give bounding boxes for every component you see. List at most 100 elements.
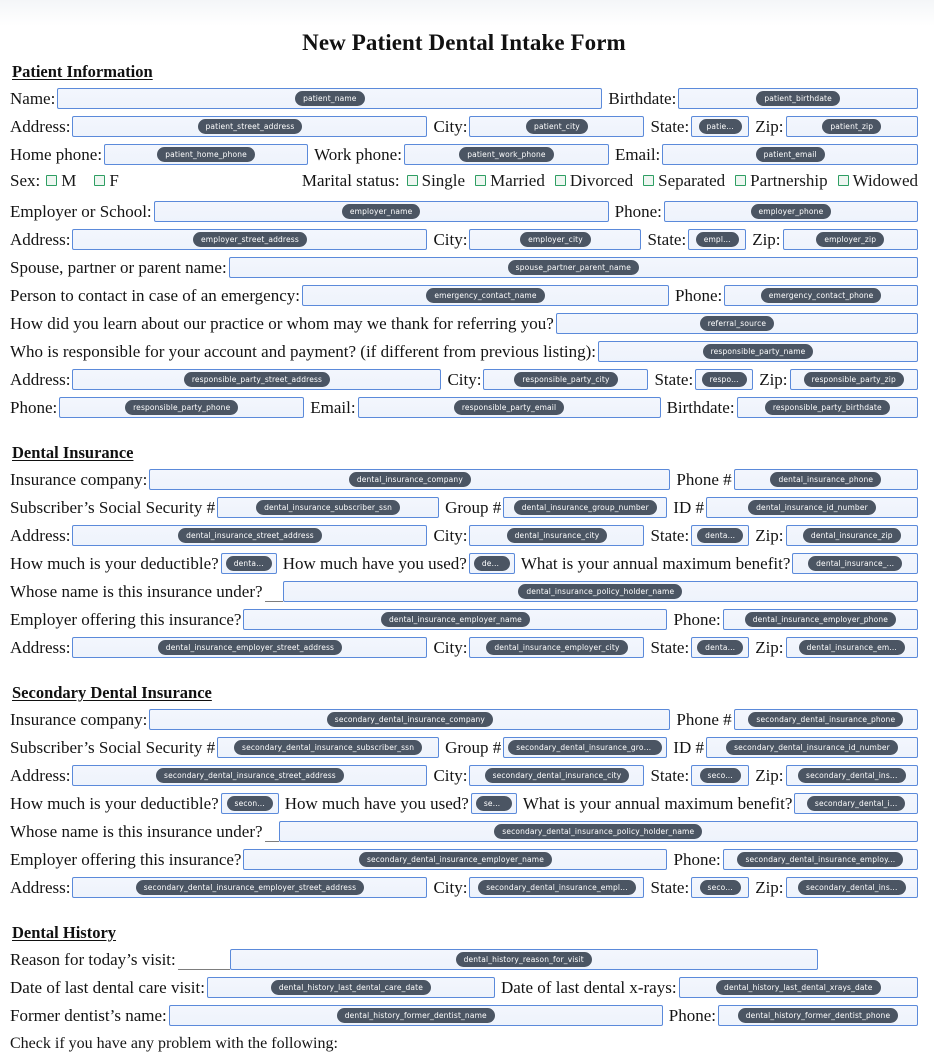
input-employer-street-address[interactable]: employer_street_address — [72, 229, 428, 250]
input-sdi-employer-city[interactable]: secondary_dental_insurance_empl... — [469, 877, 645, 898]
input-patient-name[interactable]: patient_name — [57, 88, 603, 109]
checkbox-marital-divorced[interactable]: Divorced — [554, 171, 633, 191]
input-emergency-contact-name[interactable]: emergency_contact_name — [302, 285, 669, 306]
label-di-state: State: — [650, 526, 690, 545]
input-responsible-party-city[interactable]: responsible_party_city — [483, 369, 649, 390]
input-sdi-employer-state[interactable]: seco... — [691, 877, 750, 898]
checkbox-sex-m[interactable]: M — [46, 171, 76, 191]
row-di-address: Address: dental_insurance_street_address… — [10, 521, 918, 546]
label-work-phone: Work phone: — [314, 145, 402, 164]
checkbox-sex-f[interactable]: F — [94, 171, 119, 191]
input-dh-former-dentist-name[interactable]: dental_history_former_dentist_name — [168, 1005, 663, 1026]
input-responsible-party-state[interactable]: respo... — [695, 369, 754, 390]
section-spacer — [10, 421, 918, 443]
checkbox-icon — [554, 174, 566, 186]
input-sdi-group-number[interactable]: secondary_dental_insurance_group... — [503, 737, 668, 758]
input-patient-street-address[interactable]: patient_street_address — [72, 116, 428, 137]
input-di-id-number[interactable]: dental_insurance_id_number — [705, 497, 918, 518]
label-birthdate: Birthdate: — [608, 89, 677, 108]
input-employer-state[interactable]: empl... — [688, 229, 747, 250]
input-patient-birthdate[interactable]: patient_birthdate — [678, 88, 918, 109]
input-di-employer-phone[interactable]: dental_insurance_employer_phone — [722, 609, 918, 630]
input-di-company[interactable]: dental_insurance_company — [149, 469, 671, 490]
label-sdi-policy-holder: Whose name is this insurance under? — [10, 822, 263, 841]
input-sdi-id-number[interactable]: secondary_dental_insurance_id_number — [705, 737, 918, 758]
input-sdi-employer-zip[interactable]: secondary_dental_ins... — [785, 877, 918, 898]
input-sdi-street-address[interactable]: secondary_dental_insurance_street_addres… — [72, 765, 428, 786]
label-sdi-group-hash: Group # — [445, 738, 502, 757]
input-di-employer-name[interactable]: dental_insurance_employer_name — [243, 609, 668, 630]
checkbox-marital-separated[interactable]: Separated — [643, 171, 725, 191]
input-di-employer-street-address[interactable]: dental_insurance_employer_street_address — [72, 637, 428, 658]
input-di-policy-holder-name[interactable]: dental_insurance_policy_holder_name — [282, 581, 918, 602]
input-responsible-party-street-address[interactable]: responsible_party_street_address — [72, 369, 442, 390]
input-di-city[interactable]: dental_insurance_city — [469, 525, 645, 546]
input-sdi-phone[interactable]: secondary_dental_insurance_phone — [733, 709, 918, 730]
label-sdi-state: State: — [650, 766, 690, 785]
input-sdi-used[interactable]: seco... — [470, 793, 517, 814]
input-sdi-subscriber-ssn[interactable]: secondary_dental_insurance_subscriber_ss… — [217, 737, 440, 758]
input-responsible-party-birthdate[interactable]: responsible_party_birthdate — [736, 397, 918, 418]
input-di-phone[interactable]: dental_insurance_phone — [733, 469, 918, 490]
input-di-used[interactable]: dent... — [468, 553, 515, 574]
label-address: Address: — [10, 117, 71, 136]
input-responsible-party-zip[interactable]: responsible_party_zip — [789, 369, 918, 390]
input-sdi-max-benefit[interactable]: secondary_dental_i... — [794, 793, 918, 814]
input-employer-city[interactable]: employer_city — [469, 229, 642, 250]
input-sdi-zip[interactable]: secondary_dental_ins... — [785, 765, 918, 786]
checkbox-marital-partnership[interactable]: Partnership — [735, 171, 828, 191]
section-heading-secondary-dental-insurance: Secondary Dental Insurance — [12, 683, 212, 702]
input-dh-last-dental-care-date[interactable]: dental_history_last_dental_care_date — [206, 977, 495, 998]
input-dh-reason-for-visit[interactable]: dental_history_reason_for_visit — [229, 949, 818, 970]
input-referral-source[interactable]: referral_source — [555, 313, 918, 334]
input-di-state[interactable]: denta... — [691, 525, 750, 546]
input-patient-city[interactable]: patient_city — [469, 116, 645, 137]
input-di-group-number[interactable]: dental_insurance_group_number — [503, 497, 668, 518]
input-di-employer-zip[interactable]: dental_insurance_em... — [785, 637, 918, 658]
input-di-zip[interactable]: dental_insurance_zip — [785, 525, 918, 546]
input-patient-email[interactable]: patient_email — [662, 144, 918, 165]
row-dh-dates: Date of last dental care visit: dental_h… — [10, 973, 918, 998]
input-sdi-employer-phone[interactable]: secondary_dental_insurance_employ... — [722, 849, 918, 870]
input-sdi-deductible[interactable]: secon... — [220, 793, 279, 814]
input-di-deductible[interactable]: dental... — [220, 553, 277, 574]
input-di-max-benefit[interactable]: dental_insurance_... — [792, 553, 918, 574]
field-pill: dental_insurance_street_address — [178, 528, 322, 543]
input-sdi-policy-holder-name[interactable]: secondary_dental_insurance_policy_holder… — [278, 821, 918, 842]
label-sdi-employer-zip: Zip: — [755, 878, 784, 897]
input-sdi-employer-street-address[interactable]: secondary_dental_insurance_employer_stre… — [72, 877, 428, 898]
input-sdi-state[interactable]: seco... — [691, 765, 750, 786]
input-employer-zip[interactable]: employer_zip — [782, 229, 918, 250]
input-di-employer-city[interactable]: dental_insurance_employer_city — [469, 637, 645, 658]
input-dh-last-dental-xrays-date[interactable]: dental_history_last_dental_xrays_date — [678, 977, 918, 998]
label-sdi-zip: Zip: — [755, 766, 784, 785]
input-patient-state[interactable]: patie... — [691, 116, 750, 137]
input-di-street-address[interactable]: dental_insurance_street_address — [72, 525, 428, 546]
input-spouse-partner-parent-name[interactable]: spouse_partner_parent_name — [228, 257, 918, 278]
input-patient-zip[interactable]: patient_zip — [785, 116, 918, 137]
input-patient-work-phone[interactable]: patient_work_phone — [403, 144, 609, 165]
input-patient-home-phone[interactable]: patient_home_phone — [104, 144, 309, 165]
input-responsible-party-email[interactable]: responsible_party_email — [357, 397, 661, 418]
checkbox-marital-married[interactable]: Married — [475, 171, 545, 191]
field-pill: patie... — [698, 119, 742, 134]
input-responsible-party-name[interactable]: responsible_party_name — [598, 341, 918, 362]
input-employer-name[interactable]: employer_name — [153, 201, 609, 222]
input-responsible-party-phone[interactable]: responsible_party_phone — [59, 397, 305, 418]
checkbox-marital-widowed[interactable]: Widowed — [837, 170, 918, 191]
input-dh-former-dentist-phone[interactable]: dental_history_former_dentist_phone — [718, 1005, 918, 1026]
input-sdi-city[interactable]: secondary_dental_insurance_city — [469, 765, 645, 786]
checkbox-marital-single[interactable]: Single — [406, 171, 465, 191]
checkbox-label: Widowed — [852, 170, 918, 190]
input-emergency-contact-phone[interactable]: emergency_contact_phone — [724, 285, 918, 306]
input-sdi-company[interactable]: secondary_dental_insurance_company — [149, 709, 671, 730]
checkbox-icon — [94, 174, 106, 186]
label-sdi-insurance-company: Insurance company: — [10, 710, 148, 729]
row-sdi-employer-address: Address: secondary_dental_insurance_empl… — [10, 873, 918, 898]
input-di-subscriber-ssn[interactable]: dental_insurance_subscriber_ssn — [217, 497, 440, 518]
field-pill: dental_history_last_dental_care_date — [270, 980, 432, 995]
field-pill: empl... — [695, 232, 739, 247]
input-di-employer-state[interactable]: denta... — [691, 637, 750, 658]
input-sdi-employer-name[interactable]: secondary_dental_insurance_employer_name — [243, 849, 668, 870]
input-employer-phone[interactable]: employer_phone — [663, 201, 918, 222]
